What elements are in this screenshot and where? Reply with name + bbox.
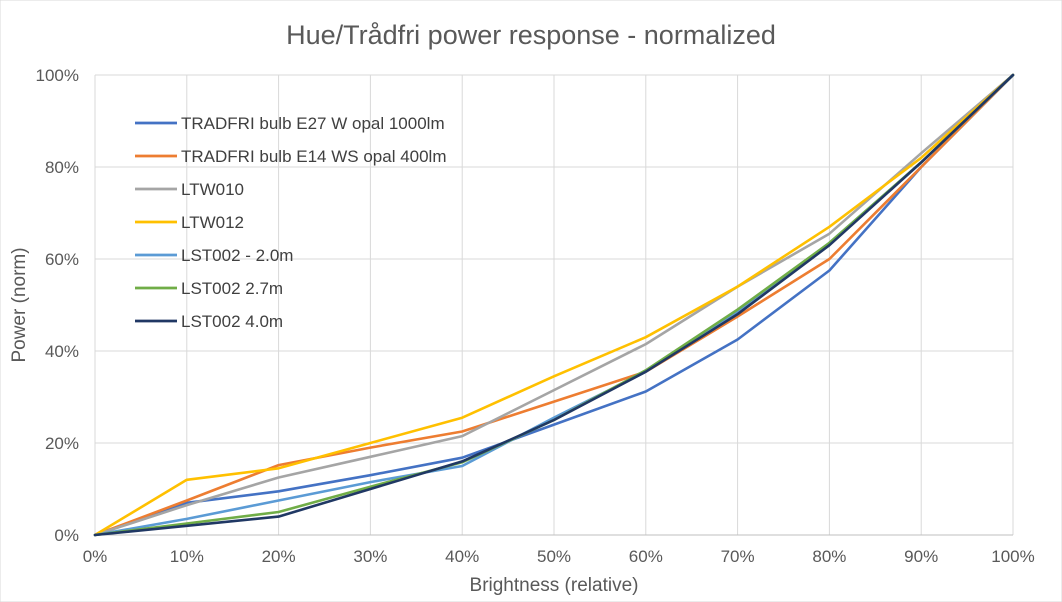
- tick-labels: 0% 10% 20% 30% 40% 50% 60% 70% 80% 90% 100% 0% 20% 40…: [36, 66, 1035, 566]
- series-line: [93, 73, 1015, 537]
- series-line: [93, 73, 1015, 537]
- series-line: [93, 73, 1015, 537]
- x-tick-label: 20%: [262, 547, 296, 566]
- x-tick-label: 60%: [629, 547, 663, 566]
- x-tick-label: 40%: [445, 547, 479, 566]
- legend-entry: LST002 - 2.0m: [135, 246, 293, 265]
- gridlines: [94, 74, 1014, 536]
- series-lines: [93, 73, 1015, 537]
- legend-label: LST002 - 2.0m: [181, 246, 293, 265]
- legend-entry: TRADFRI bulb E27 W opal 1000lm: [135, 114, 445, 133]
- x-tick-label: 50%: [537, 547, 571, 566]
- legend-label: LTW012: [181, 213, 244, 232]
- series-line: [93, 73, 1015, 537]
- y-tick-label: 80%: [45, 158, 79, 177]
- y-axis-label: Power (norm): [9, 247, 30, 362]
- y-tick-label: 20%: [45, 434, 79, 453]
- x-axis-label: Brightness (relative): [470, 575, 639, 596]
- legend-entry: LST002 2.7m: [135, 279, 283, 298]
- x-tick-label: 0%: [83, 547, 108, 566]
- x-tick-label: 30%: [353, 547, 387, 566]
- legend-label: LTW010: [181, 180, 244, 199]
- x-tick-label: 90%: [904, 547, 938, 566]
- y-tick-label: 0%: [54, 526, 79, 545]
- y-tick-label: 40%: [45, 342, 79, 361]
- y-tick-label: 100%: [36, 66, 79, 85]
- legend-entry: TRADFRI bulb E14 WS opal 400lm: [135, 147, 447, 166]
- x-tick-label: 100%: [991, 547, 1034, 566]
- legend: TRADFRI bulb E27 W opal 1000lm TRADFRI bu…: [135, 114, 447, 331]
- legend-label: TRADFRI bulb E14 WS opal 400lm: [181, 147, 447, 166]
- chart-title: Hue/Trådfri power response - normalized: [286, 20, 776, 50]
- legend-entry: LTW012: [135, 213, 244, 232]
- legend-entry: LST002 4.0m: [135, 312, 283, 331]
- x-tick-label: 10%: [170, 547, 204, 566]
- legend-entry: LTW010: [135, 180, 244, 199]
- x-tick-label: 70%: [721, 547, 755, 566]
- legend-label: TRADFRI bulb E27 W opal 1000lm: [181, 114, 445, 133]
- legend-label: LST002 4.0m: [181, 312, 283, 331]
- series-line: [93, 73, 1015, 537]
- y-tick-label: 60%: [45, 250, 79, 269]
- legend-label: LST002 2.7m: [181, 279, 283, 298]
- x-tick-label: 80%: [812, 547, 846, 566]
